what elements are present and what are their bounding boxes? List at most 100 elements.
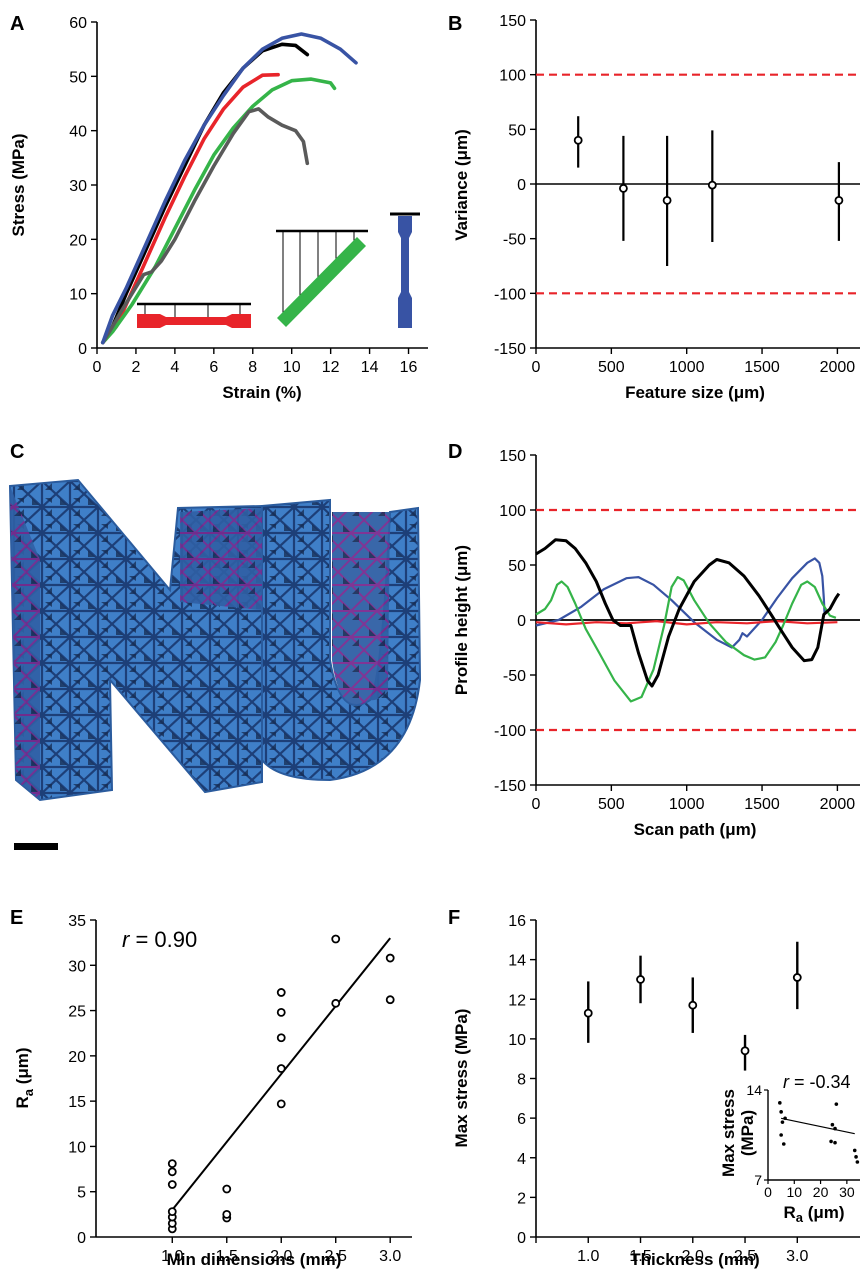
- y-tick-label: 0: [517, 177, 526, 194]
- data-point: [583, 1008, 593, 1018]
- panel-label-c: C: [10, 441, 24, 463]
- x-tick-label: 1.0: [577, 1248, 599, 1265]
- y-tick-label: -150: [494, 778, 526, 795]
- data-point: [276, 1099, 286, 1109]
- x-tick-label: 1000: [669, 796, 705, 813]
- y-tick-label: 8: [517, 1072, 526, 1089]
- blue-vertical-specimen: [398, 216, 412, 328]
- y-tick-label: 14: [508, 953, 526, 970]
- x-tick-label: 0: [93, 359, 102, 376]
- y-tick-label: 50: [508, 122, 526, 139]
- inset-x-tick-label: 10: [786, 1184, 802, 1200]
- y-axis-title: Profile height (μm): [452, 545, 471, 695]
- data-point: [276, 1007, 286, 1017]
- panel-label-b: B: [448, 13, 462, 35]
- x-tick-label: 2.0: [682, 1248, 704, 1265]
- chart-e-roughness: 1.0 1.5 2.0 2.5 3.0 0 5 10 15 20 25 30 35 r = 0.90 Min…: [13, 913, 412, 1269]
- y-tick-label: 5: [77, 1185, 86, 1202]
- x-axis-title: Strain (%): [222, 383, 301, 402]
- data-point: [167, 1180, 177, 1189]
- y-axis-title: Stress (MPa): [9, 134, 28, 237]
- y-tick-label: 12: [508, 992, 526, 1009]
- x-tick-label: 1500: [744, 359, 780, 376]
- letter-u-inner-face: [332, 512, 390, 705]
- x-tick-label: 1000: [669, 359, 705, 376]
- x-tick-label: 2: [131, 359, 140, 376]
- data-point: [167, 1159, 177, 1169]
- y-tick-label: 150: [499, 13, 526, 30]
- x-tick-label: 14: [361, 359, 379, 376]
- chart-f-max-stress: 1.0 1.5 2.0 2.5 3.0 0 2 4 6 8 10 12 14 16 Thickness (m…: [452, 913, 860, 1269]
- data-point: [688, 1000, 698, 1010]
- y-axis-title: Variance (μm): [452, 129, 471, 241]
- data-point: [385, 995, 395, 1005]
- inset-y-axis-title-line1: Max stress: [719, 1089, 738, 1177]
- scale-bar: [14, 843, 58, 850]
- panel-label-f: F: [448, 907, 460, 929]
- inset-data-point: [834, 1102, 839, 1106]
- x-tick-label: 500: [598, 359, 625, 376]
- chart-b-variance: 0 500 1000 1500 2000150100500-50-100-150Feat…: [452, 13, 860, 402]
- correlation-annotation: r = 0.90: [122, 927, 197, 952]
- inset-data-point: [833, 1126, 837, 1131]
- y-tick-label: 60: [69, 15, 87, 32]
- data-point: [619, 183, 628, 193]
- y-tick-label: 25: [68, 1004, 86, 1021]
- y-title-unit: (μm): [13, 1047, 32, 1089]
- y-tick-label: 16: [508, 913, 526, 930]
- data-point: [834, 195, 844, 205]
- letter-n-side-face: [10, 486, 40, 800]
- inset-y-axis-title-line2: (MPa): [738, 1110, 757, 1156]
- nu-lattice-render: [8, 478, 422, 850]
- inset-data-point: [852, 1148, 857, 1153]
- inset-x-axis-title: Ra (μm): [783, 1203, 844, 1225]
- data-point: [662, 195, 672, 205]
- red-dogbone-specimen: [137, 314, 251, 328]
- y-tick-label: 15: [68, 1094, 86, 1111]
- inset-x-title-main: R: [783, 1203, 795, 1222]
- y-tick-label: 4: [517, 1151, 526, 1168]
- x-tick-label: 1.5: [629, 1248, 651, 1265]
- y-axis-title: Max stress (MPa): [452, 1009, 471, 1148]
- inset-x-title-unit: (μm): [803, 1203, 845, 1222]
- data-point: [331, 998, 341, 1008]
- inset-data-point: [829, 1139, 833, 1144]
- inset-y-tick-label: 7: [754, 1172, 762, 1188]
- y-tick-label: -100: [494, 286, 526, 303]
- x-tick-label: 3.0: [786, 1248, 808, 1265]
- data-point: [707, 180, 717, 190]
- series-line-gray: [101, 107, 310, 345]
- y-tick-label: 20: [69, 232, 87, 249]
- data-point: [167, 1167, 177, 1177]
- y-tick-label: 30: [68, 958, 86, 975]
- y-title-main: R: [13, 1096, 32, 1108]
- x-tick-label: 0: [532, 359, 541, 376]
- x-tick-label: 1.5: [216, 1248, 238, 1265]
- x-tick-label: 1.0: [161, 1248, 183, 1265]
- correlation-var: r: [122, 927, 131, 952]
- inset-regression-line: [781, 1117, 855, 1135]
- x-tick-label: 0: [532, 796, 541, 813]
- data-point: [331, 934, 341, 944]
- inset-y-tick-label: 14: [746, 1082, 762, 1098]
- x-axis-title: Scan path (μm): [634, 820, 757, 839]
- profile-line-green: [535, 576, 837, 703]
- y-tick-label: -50: [503, 668, 526, 685]
- panel-label-d: D: [448, 441, 462, 463]
- data-point: [276, 1064, 286, 1073]
- x-axis-title: Feature size (μm): [625, 383, 765, 402]
- y-axis-title: Ra (μm): [13, 1047, 36, 1108]
- y-tick-label: 0: [517, 1230, 526, 1247]
- y-tick-label: 10: [68, 1139, 86, 1156]
- data-point: [222, 1209, 232, 1219]
- x-tick-label: 3.0: [379, 1248, 401, 1265]
- x-tick-label: 16: [400, 359, 418, 376]
- x-tick-label: 500: [598, 796, 625, 813]
- y-tick-label: 40: [69, 124, 87, 141]
- y-tick-label: -100: [494, 723, 526, 740]
- x-tick-label: 4: [170, 359, 179, 376]
- x-axis-title: Thickness (mm): [630, 1250, 759, 1269]
- data-point: [792, 973, 802, 982]
- inset-data-point: [830, 1122, 835, 1127]
- y-tick-label: 50: [508, 558, 526, 575]
